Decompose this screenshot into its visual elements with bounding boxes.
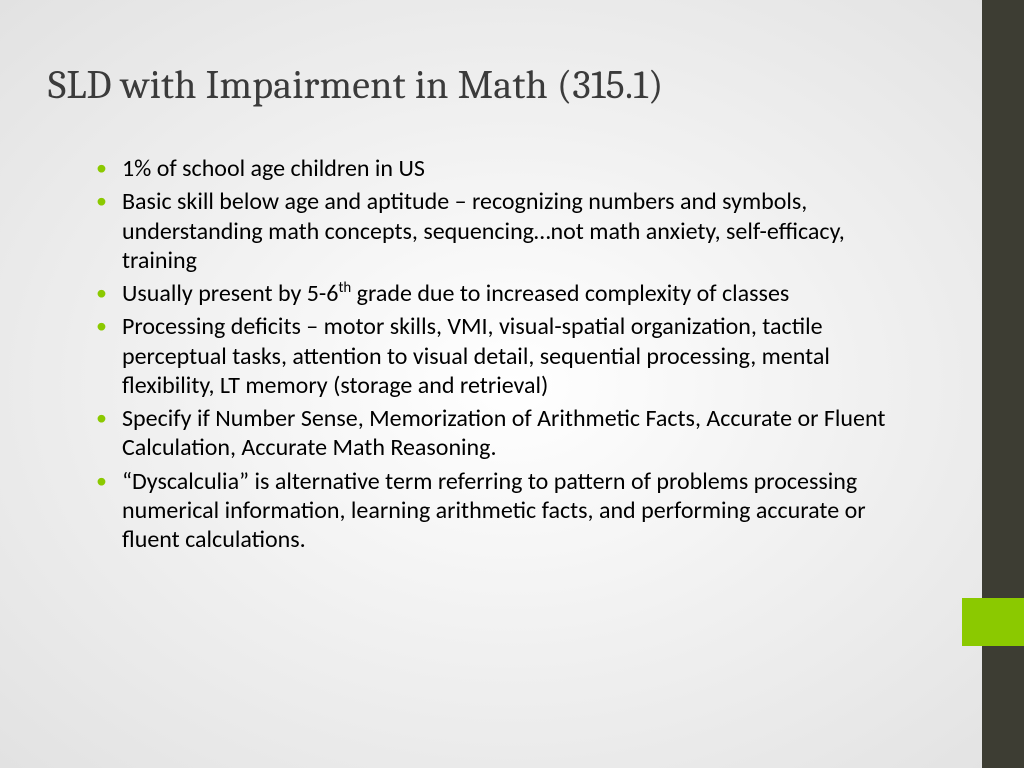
bullet-item: 1% of school age children in US — [96, 154, 892, 183]
bullet-text-pre: Usually present by 5-6 — [122, 279, 338, 308]
bullet-item: “Dyscalculia” is alternative term referr… — [96, 467, 892, 555]
bullet-item: Specify if Number Sense, Memorization of… — [96, 404, 892, 463]
bullet-list: 1% of school age children in US Basic sk… — [48, 154, 892, 554]
bullet-text-post: grade due to increased complexity of cla… — [351, 279, 789, 308]
bullet-item: Basic skill below age and aptitude – rec… — [96, 187, 892, 275]
sidebar-dark-stripe — [982, 0, 1024, 768]
accent-green-block — [962, 598, 1024, 646]
bullet-item: Processing deficits – motor skills, VMI,… — [96, 312, 892, 400]
slide-title: SLD with Impairment in Math (315.1) — [48, 62, 892, 108]
superscript: th — [338, 278, 351, 296]
slide-content: SLD with Impairment in Math (315.1) 1% o… — [0, 0, 960, 554]
bullet-item: Usually present by 5-6th grade due to in… — [96, 279, 892, 308]
